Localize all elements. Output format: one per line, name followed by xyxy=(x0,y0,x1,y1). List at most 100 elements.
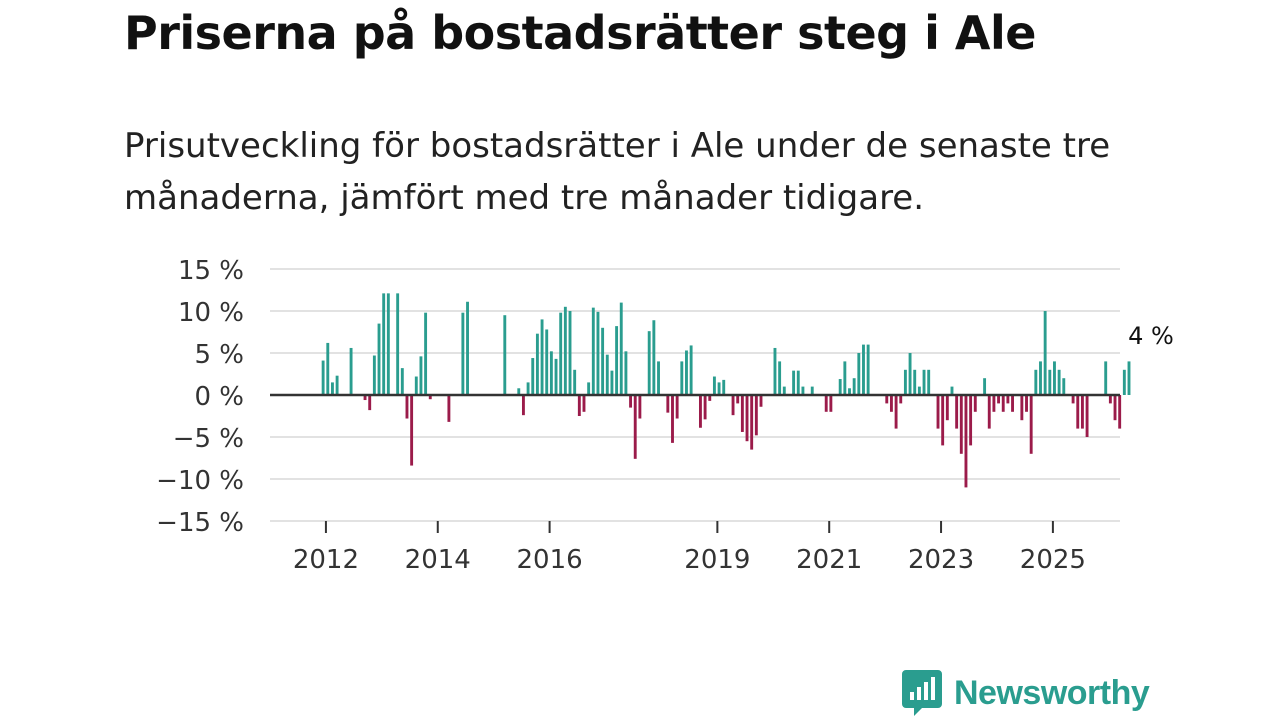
bar xyxy=(1043,311,1047,395)
bar xyxy=(959,395,963,454)
bar xyxy=(1053,361,1056,395)
bar xyxy=(638,395,642,419)
bar xyxy=(591,307,595,395)
logo-text: Newsworthy xyxy=(954,673,1150,712)
bar xyxy=(885,395,889,404)
bar xyxy=(927,369,931,395)
bar xyxy=(386,293,390,395)
bar xyxy=(503,315,507,395)
bar xyxy=(1108,395,1112,404)
bar xyxy=(1071,395,1075,404)
bar xyxy=(605,354,609,395)
bar xyxy=(964,395,968,488)
bar xyxy=(997,395,1001,404)
bar xyxy=(685,350,688,395)
bar xyxy=(810,386,814,395)
bar xyxy=(740,395,744,432)
bar xyxy=(330,382,334,395)
bar xyxy=(955,395,959,429)
bar xyxy=(549,351,553,395)
bar xyxy=(531,358,535,395)
bar xyxy=(610,370,614,395)
bar xyxy=(554,358,558,395)
bar xyxy=(466,301,469,395)
bar xyxy=(838,379,842,395)
x-tick-label: 2025 xyxy=(1020,545,1086,575)
x-tick-label: 2023 xyxy=(908,545,974,575)
bar xyxy=(596,311,600,395)
bar xyxy=(624,351,628,395)
bar xyxy=(335,375,339,395)
bar xyxy=(722,379,726,395)
bar xyxy=(917,386,921,395)
bar xyxy=(521,395,525,416)
bar xyxy=(326,342,330,395)
bar xyxy=(321,360,325,395)
x-tick-label: 2014 xyxy=(405,545,471,575)
y-tick-label: −15 % xyxy=(156,508,244,538)
bar xyxy=(652,320,656,395)
bar xyxy=(759,395,763,407)
bar xyxy=(647,331,651,395)
bar xyxy=(633,395,637,459)
bar xyxy=(852,378,856,395)
y-tick-label: −10 % xyxy=(156,466,244,496)
bar xyxy=(796,370,800,395)
bar xyxy=(703,395,707,420)
bar xyxy=(950,386,954,395)
last-value-label: 4 % xyxy=(1128,322,1174,350)
y-tick-label: 5 % xyxy=(194,340,244,370)
bar xyxy=(736,395,740,404)
bar xyxy=(773,347,777,395)
bar xyxy=(941,395,945,446)
bar xyxy=(862,344,865,395)
bar xyxy=(843,361,847,395)
x-tick-label: 2021 xyxy=(796,545,862,575)
bar xyxy=(824,395,828,412)
bar xyxy=(671,395,674,443)
bar xyxy=(866,344,870,395)
bar xyxy=(447,395,451,422)
bar xyxy=(1029,395,1033,454)
bar xyxy=(973,395,977,412)
bar xyxy=(601,327,605,395)
newsworthy-chart-icon xyxy=(902,670,942,716)
bar xyxy=(908,353,912,395)
bar xyxy=(1011,395,1014,412)
y-tick-label: 15 % xyxy=(178,256,244,286)
bar xyxy=(689,345,693,395)
bar xyxy=(568,311,572,395)
bar xyxy=(992,395,996,412)
bar xyxy=(745,395,749,442)
x-tick-label: 2016 xyxy=(517,545,583,575)
bar xyxy=(750,395,754,450)
y-tick-label: 0 % xyxy=(194,382,244,412)
bar xyxy=(1118,395,1122,429)
bar xyxy=(372,355,376,395)
bar xyxy=(936,395,940,429)
bar xyxy=(619,302,623,395)
bar xyxy=(889,395,893,412)
bar xyxy=(587,382,591,395)
bar xyxy=(414,376,418,395)
bar xyxy=(987,395,991,429)
bar xyxy=(577,395,581,416)
x-tick-label: 2012 xyxy=(293,545,359,575)
y-tick-label: 10 % xyxy=(178,298,244,328)
bar xyxy=(349,347,353,395)
bar xyxy=(899,395,903,404)
bar xyxy=(1020,395,1024,421)
bar xyxy=(545,329,549,395)
bar xyxy=(582,395,586,412)
bar xyxy=(1006,395,1010,404)
grid-lines xyxy=(270,268,1120,522)
bar xyxy=(969,395,973,446)
bar xyxy=(731,395,735,416)
bar xyxy=(559,312,563,395)
bar xyxy=(535,333,539,395)
bar xyxy=(396,293,400,395)
bar xyxy=(1048,369,1052,395)
bar xyxy=(1085,395,1089,437)
bar xyxy=(708,395,712,401)
